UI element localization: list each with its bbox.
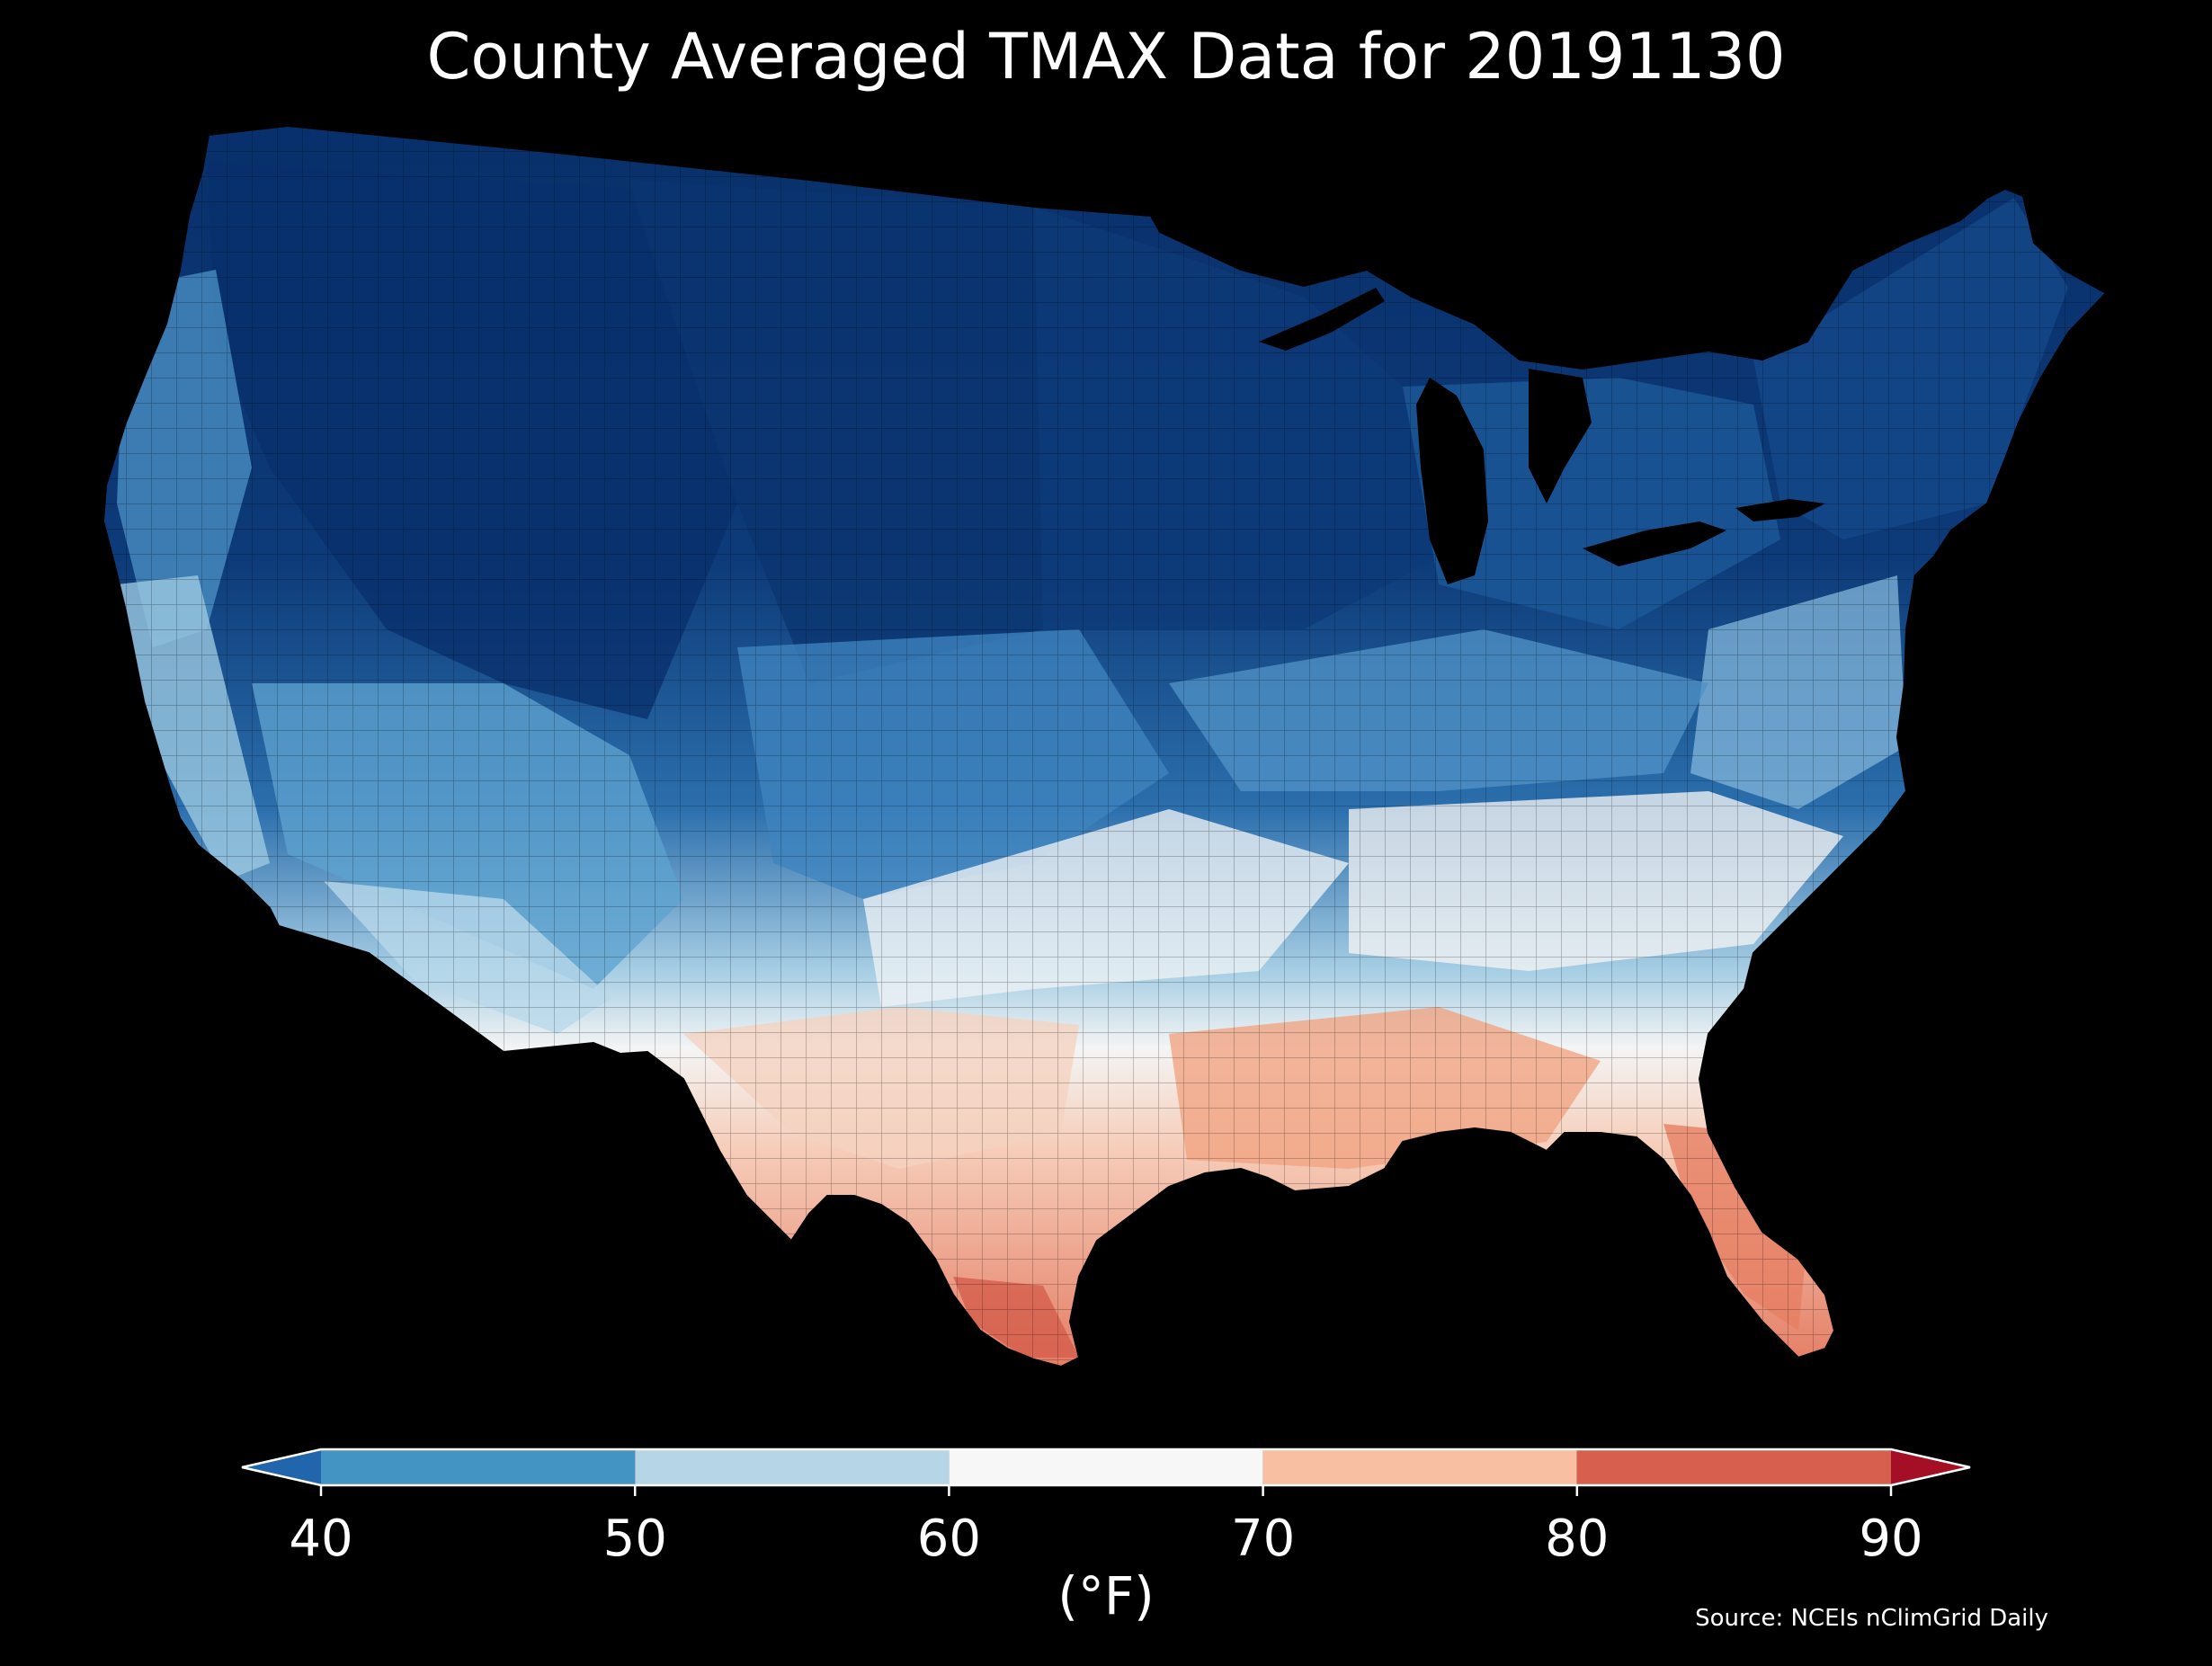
colorbar-tick-label: 60 <box>917 1510 981 1568</box>
source-attribution: Source: NCEIs nClimGrid Daily <box>1695 1605 2048 1632</box>
map-title: County Averaged TMAX Data for 20191130 <box>426 20 1786 94</box>
colorbar-extend-low <box>242 1449 321 1485</box>
colorbar-tick-label: 40 <box>289 1510 352 1568</box>
great-lakes <box>1259 288 1825 584</box>
colorbar-extend-high <box>1891 1449 1970 1485</box>
colorbar: 40 50 60 70 80 90 <box>241 1448 1971 1568</box>
colorbar-tick-label: 90 <box>1859 1510 1922 1568</box>
colorbar-bin <box>949 1449 1263 1485</box>
county-fill <box>103 126 2106 1367</box>
colorbar-bin <box>1262 1449 1577 1485</box>
colorbar-bin <box>1576 1449 1891 1485</box>
colorbar-unit-label: (°F) <box>1057 1565 1155 1626</box>
colorbar-bin <box>321 1449 636 1485</box>
colorbar-tick-label: 70 <box>1231 1510 1295 1568</box>
colorbar-tick-label: 50 <box>603 1510 667 1568</box>
colorbar-bin <box>635 1449 950 1485</box>
colorbar-tick-label: 80 <box>1545 1510 1609 1568</box>
